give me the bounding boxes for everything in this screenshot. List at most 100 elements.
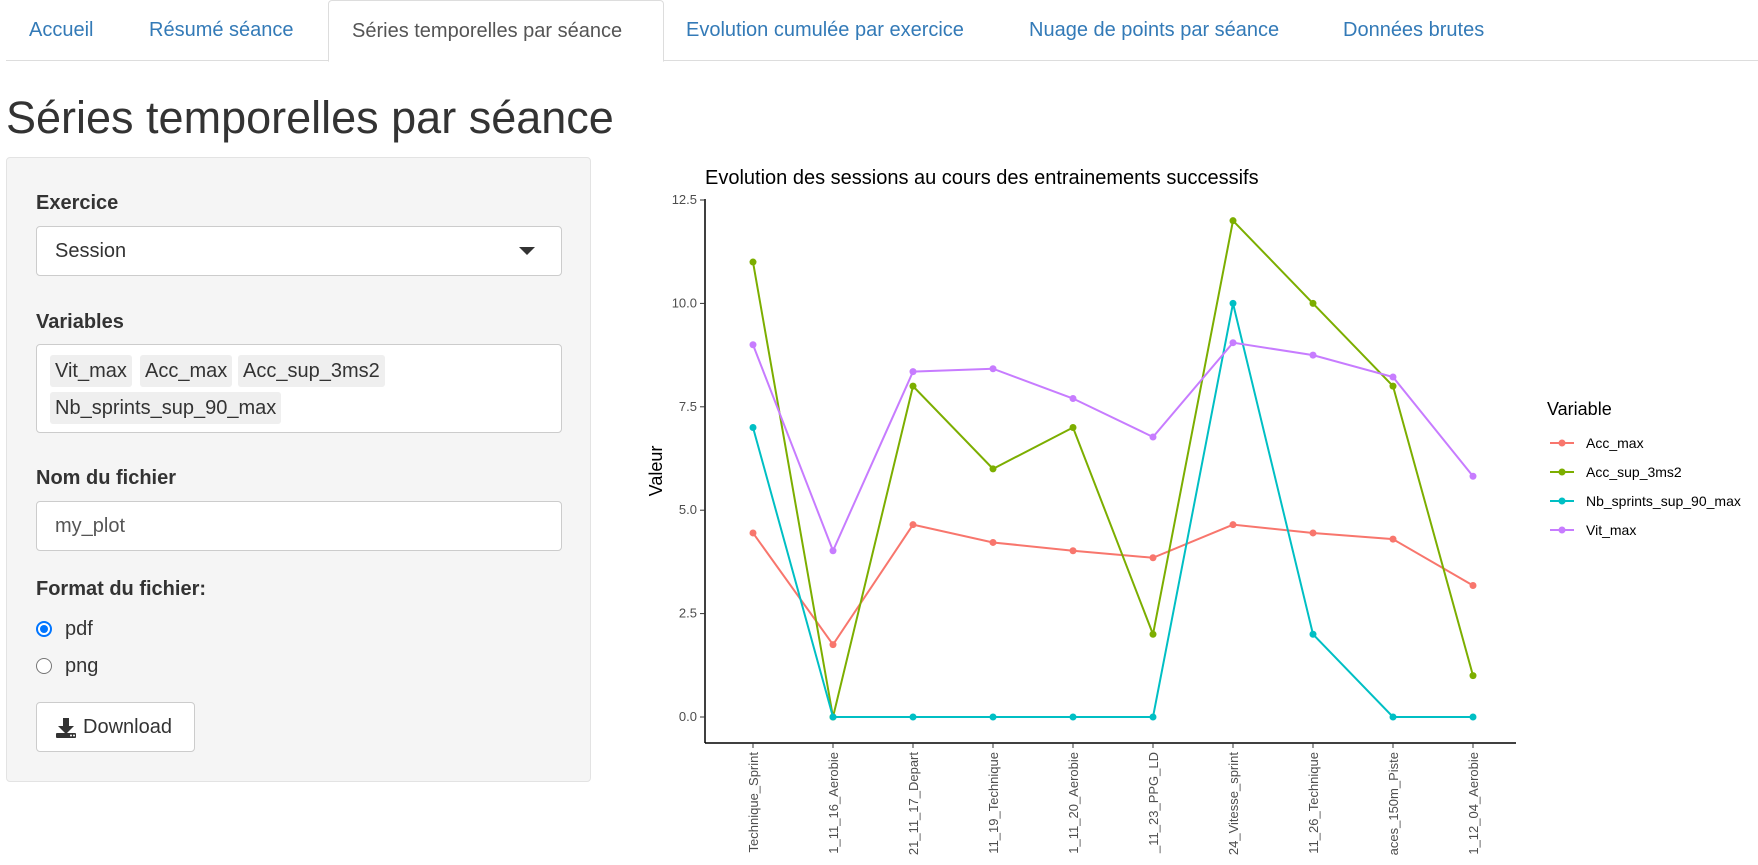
download-icon: [56, 718, 76, 738]
exercise-select[interactable]: Session: [36, 226, 562, 276]
data-point: [1149, 554, 1157, 562]
y-axis-label: Valeur: [646, 446, 666, 497]
download-button[interactable]: Download: [36, 702, 195, 752]
data-point: [1149, 713, 1157, 721]
data-point: [749, 341, 757, 349]
plot-area: 0.0 2.5 5.0 7.5 10.0 12.5 Technique_Sprint 1_11…: [672, 192, 1516, 855]
y-tick-label: 2.5: [679, 606, 697, 621]
x-tick-label: _11_23_PPG_LD: [1146, 752, 1161, 854]
legend-entry: Vit_max: [1586, 522, 1636, 538]
x-tick-label: 11_19_Technique: [986, 752, 1001, 854]
tab-series-temporelles[interactable]: Séries temporelles par séance: [328, 0, 664, 62]
data-point: [1389, 373, 1397, 381]
download-button-label: Download: [83, 716, 172, 738]
exercise-select-value: Session: [55, 240, 127, 262]
data-point: [909, 713, 917, 721]
data-point: [1469, 713, 1477, 721]
data-point: [1389, 382, 1397, 390]
x-tick-label: 21_11_17_Depart: [906, 752, 921, 856]
radio-png[interactable]: [36, 658, 52, 674]
exercise-label: Exercice: [36, 192, 119, 214]
series-line-Acc_sup_3ms2: [752, 218, 1474, 718]
data-point: [1069, 395, 1077, 403]
x-tick-label: 1_11_20_Aerobie: [1066, 752, 1081, 854]
y-tick-label: 10.0: [672, 295, 697, 310]
data-point: [1389, 535, 1397, 543]
data-point: [829, 547, 837, 555]
variable-chip-nb-sprints[interactable]: Nb_sprints_sup_90_max: [50, 392, 282, 424]
legend-key-point: [1558, 439, 1566, 447]
legend-entry: Acc_max: [1586, 435, 1644, 451]
legend-title: Variable: [1547, 399, 1612, 419]
data-point: [989, 538, 997, 546]
data-point: [1309, 529, 1317, 537]
data-point: [1069, 713, 1077, 721]
tab-resume-seance[interactable]: Résumé séance: [149, 19, 294, 41]
data-point: [989, 465, 997, 473]
data-point: [1149, 630, 1157, 638]
variables-multiselect[interactable]: Vit_max Acc_max Acc_sup_3ms2 Nb_sprints_…: [36, 344, 562, 433]
x-tick-label: aces_150m_Piste: [1386, 752, 1401, 855]
filename-input[interactable]: my_plot: [36, 501, 562, 551]
variable-chip-vit-max[interactable]: Vit_max: [50, 355, 132, 387]
data-point: [829, 713, 837, 721]
x-tick-label: 1_11_16_Aerobie: [826, 752, 841, 854]
data-point: [1309, 630, 1317, 638]
line-chart: Evolution des sessions au cours des entr…: [646, 167, 1741, 855]
legend: Variable Acc_max Acc_sup_3ms2 Nb_sprints_s…: [1547, 399, 1741, 538]
tab-evolution-cumulee[interactable]: Evolution cumulée par exercice: [686, 19, 964, 41]
y-tick-label: 0.0: [679, 709, 697, 724]
data-point: [1389, 713, 1397, 721]
data-point: [1149, 433, 1157, 441]
data-point: [1469, 472, 1477, 480]
page-title: Séries temporelles par séance: [6, 92, 614, 143]
tab-donnees-brutes[interactable]: Données brutes: [1343, 19, 1485, 41]
data-point: [1309, 351, 1317, 359]
data-point: [1229, 217, 1237, 225]
radio-pdf[interactable]: [36, 621, 52, 637]
data-point: [1229, 299, 1237, 307]
data-point: [829, 641, 837, 649]
data-point: [1229, 521, 1237, 529]
tab-nuage-de-points[interactable]: Nuage de points par séance: [1029, 19, 1280, 41]
data-point: [1309, 299, 1317, 307]
legend-key-point: [1558, 468, 1566, 476]
x-tick-label: 24_Vitesse_sprint: [1226, 752, 1241, 855]
data-point: [1229, 339, 1237, 347]
radio-pdf-label: pdf: [65, 618, 93, 640]
radio-png-label: png: [65, 655, 99, 677]
data-point: [989, 365, 997, 373]
sidebar-panel: Exercice Session Variables Vit_max Acc_m…: [6, 157, 591, 782]
y-tick-label: 7.5: [679, 399, 697, 414]
series-line-Vit_max: [752, 341, 1474, 554]
legend-entry: Acc_sup_3ms2: [1586, 464, 1682, 480]
chart-title: Evolution des sessions au cours des entr…: [705, 167, 1259, 189]
data-point: [1069, 547, 1077, 555]
data-point: [909, 368, 917, 376]
tab-bar: Accueil Résumé séance Séries temporelles…: [6, 0, 1758, 62]
legend-key-point: [1558, 526, 1566, 534]
series-line-Nb_sprints_sup_90_max: [752, 303, 1473, 718]
y-tick-label: 12.5: [672, 192, 697, 207]
variable-chip-acc-max[interactable]: Acc_max: [140, 355, 233, 387]
data-point: [749, 423, 757, 431]
legend-key-point: [1558, 497, 1566, 505]
format-label: Format du fichier:: [36, 578, 207, 600]
tab-accueil[interactable]: Accueil: [29, 19, 94, 41]
x-tick-label: 11_26_Technique: [1306, 752, 1321, 854]
data-point: [749, 529, 757, 537]
data-point: [909, 521, 917, 529]
x-tick-label: 1_12_04_Aerobie: [1466, 752, 1481, 855]
filename-label: Nom du fichier: [36, 467, 177, 489]
x-tick-label: Technique_Sprint: [746, 752, 761, 853]
chevron-down-icon: [519, 247, 535, 255]
variable-chip-acc-sup-3ms2[interactable]: Acc_sup_3ms2: [238, 355, 385, 387]
data-point: [749, 258, 757, 266]
data-point: [909, 382, 917, 390]
data-point: [1469, 672, 1477, 680]
data-point: [989, 713, 997, 721]
series-line-Acc_max: [752, 523, 1474, 647]
data-point: [1069, 423, 1077, 431]
data-point: [1469, 581, 1477, 589]
variables-label: Variables: [36, 311, 124, 333]
